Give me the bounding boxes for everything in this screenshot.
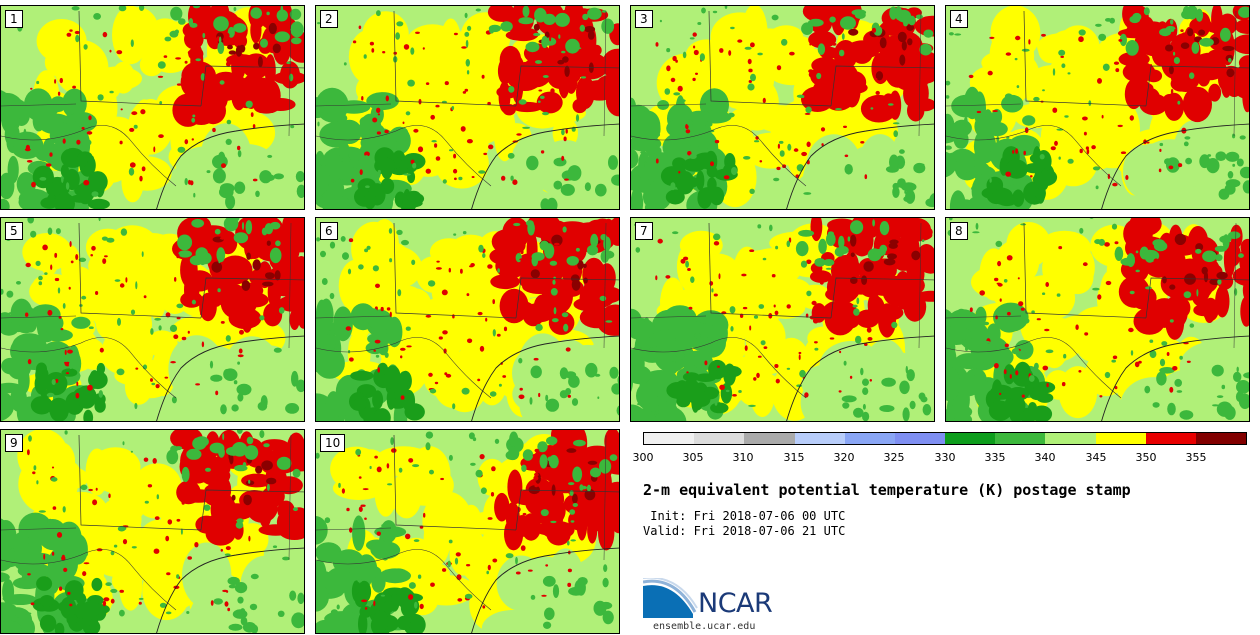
colorbar-tick-label: 315 <box>783 451 805 464</box>
member-number: 4 <box>950 10 968 28</box>
colorbar-swatch <box>995 433 1046 444</box>
colorbar-swatch <box>844 433 895 444</box>
member-number: 9 <box>5 434 23 452</box>
map-field <box>631 218 934 421</box>
ensemble-member-panel: 7 <box>630 217 935 422</box>
colorbar-swatch <box>794 433 845 444</box>
colorbar-tick-label: 340 <box>1034 451 1056 464</box>
member-number: 5 <box>5 222 23 240</box>
colorbar-tick-label: 350 <box>1135 451 1157 464</box>
colorbar-tick-label: 300 <box>632 451 654 464</box>
member-number: 2 <box>320 10 338 28</box>
ensemble-member-panel: 2 <box>315 5 620 210</box>
logo-url: ensemble.ucar.edu <box>653 621 756 632</box>
colorbar <box>643 432 1247 445</box>
valid-time: Valid: Fri 2018-07-06 21 UTC <box>643 524 846 538</box>
ensemble-member-panel: 10 <box>315 429 620 634</box>
member-number: 10 <box>320 434 346 452</box>
ensemble-member-panel: 5 <box>0 217 305 422</box>
colorbar-swatch <box>694 433 745 444</box>
colorbar-swatch <box>1145 433 1196 444</box>
member-number: 8 <box>950 222 968 240</box>
member-number: 3 <box>635 10 653 28</box>
ensemble-member-panel: 4 <box>945 5 1250 210</box>
colorbar-swatch <box>894 433 946 444</box>
product-title: 2-m equivalent potential temperature (K)… <box>643 481 1131 499</box>
colorbar-tick-label: 310 <box>732 451 754 464</box>
member-number: 7 <box>635 222 653 240</box>
map-field <box>1 218 304 421</box>
ensemble-member-panel: 8 <box>945 217 1250 422</box>
ensemble-member-panel: 6 <box>315 217 620 422</box>
map-field <box>1 430 304 633</box>
colorbar-swatch <box>1095 433 1146 444</box>
map-field <box>1 6 304 209</box>
ensemble-member-panel: 9 <box>0 429 305 634</box>
map-field <box>316 430 619 633</box>
colorbar-tick-label: 325 <box>883 451 905 464</box>
colorbar-tick-label: 335 <box>984 451 1006 464</box>
map-field <box>316 218 619 421</box>
member-number: 6 <box>320 222 338 240</box>
colorbar-tick-label: 355 <box>1185 451 1207 464</box>
colorbar-tick-label: 330 <box>934 451 956 464</box>
ensemble-member-panel: 1 <box>0 5 305 210</box>
ensemble-member-panel: 3 <box>630 5 935 210</box>
init-time: Init: Fri 2018-07-06 00 UTC <box>643 509 846 523</box>
colorbar-swatch <box>644 433 695 444</box>
map-field <box>631 6 934 209</box>
map-field <box>946 6 1249 209</box>
colorbar-swatch <box>945 433 996 444</box>
colorbar-swatch <box>744 433 795 444</box>
member-number: 1 <box>5 10 23 28</box>
map-field <box>946 218 1249 421</box>
colorbar-tick-label: 305 <box>682 451 704 464</box>
colorbar-tick-label: 320 <box>833 451 855 464</box>
map-field <box>316 6 619 209</box>
colorbar-swatch <box>1045 433 1096 444</box>
colorbar-swatch <box>1195 433 1247 444</box>
colorbar-tick-label: 345 <box>1085 451 1107 464</box>
ncar-logo-text: NCAR <box>698 588 773 619</box>
ncar-logo-icon <box>643 578 698 618</box>
